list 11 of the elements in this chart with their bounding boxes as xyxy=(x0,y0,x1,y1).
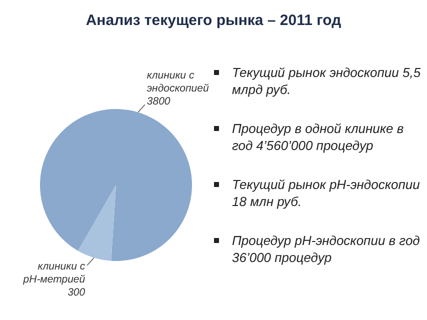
pie-slice xyxy=(40,109,192,261)
slice-label: клиники с эндоскопией xyxy=(146,70,209,95)
data-label: 3800 xyxy=(146,96,170,108)
chart-title: Анализ текущего рынка – 2011 год xyxy=(84,12,342,29)
slice-label: клиники с pH-метрией xyxy=(22,260,86,286)
text: Текущий рынок эндоскопии 5,5 млрд руб. xyxy=(232,64,422,99)
text: Процедур в одной клинике в год 4’560’000 процедур xyxy=(232,120,405,155)
text: Процедур pH-эндоскопии в год 36’000 процедур xyxy=(232,232,421,267)
data-label: 300 xyxy=(68,286,86,298)
pie-slice xyxy=(78,185,116,261)
text: Текущий рынок pH-эндоскопии 18 млн руб. xyxy=(232,176,421,211)
